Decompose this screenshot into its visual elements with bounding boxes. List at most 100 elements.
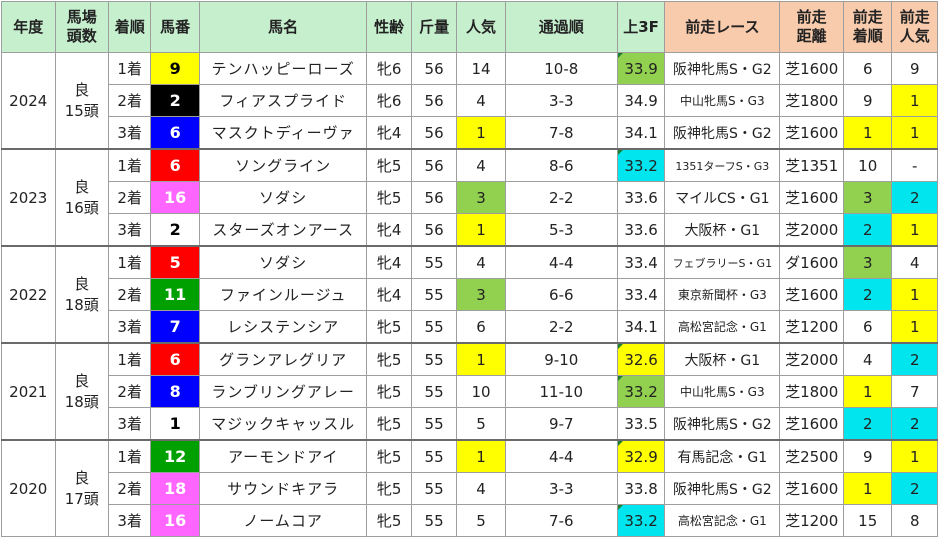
header-row: 年度 馬場 頭数 着順 馬番 馬名 性齢 斤量 人気 通過順 上3F 前走レース … (1, 1, 938, 53)
track-condition: 良 (74, 177, 90, 196)
horse-number-badge: 16 (150, 181, 200, 214)
horse-name: マスクトディーヴァ (198, 116, 368, 150)
horse-name: テンハッピーローズ (198, 52, 368, 85)
previous-distance: 芝1200 (779, 504, 844, 537)
previous-popularity: 4 (891, 245, 938, 279)
horse-number-badge: 2 (150, 84, 200, 117)
passing-order: 7-8 (504, 116, 618, 150)
finish-rank: 2着 (107, 472, 152, 505)
sex-age: 牝5 (366, 439, 412, 473)
header-rank: 着順 (107, 1, 152, 53)
previous-distance: 芝1600 (779, 278, 844, 311)
condition-cell: 良 18頭 (54, 245, 109, 344)
finish-rank: 3着 (107, 407, 152, 441)
header-passing: 通過順 (504, 1, 618, 53)
previous-popularity: 1 (891, 439, 938, 473)
last-3f-time: 33.6 (616, 181, 666, 214)
popularity: 1 (456, 342, 506, 376)
passing-order: 9-7 (504, 407, 618, 441)
previous-race: 大阪杯・G1 (664, 342, 781, 376)
carried-weight: 55 (410, 310, 458, 344)
sex-age: 牝6 (366, 84, 412, 117)
previous-rank: 15 (842, 504, 893, 537)
previous-distance: 芝1600 (779, 472, 844, 505)
finish-rank: 1着 (107, 342, 152, 376)
passing-order: 6-6 (504, 278, 618, 311)
condition-cell: 良 16頭 (54, 148, 109, 247)
last-3f-time: 34.1 (616, 116, 666, 150)
last-3f-time: 33.4 (616, 245, 666, 279)
previous-distance: 芝1800 (779, 84, 844, 117)
finish-rank: 3着 (107, 116, 152, 150)
header-prev-popularity: 前走 人気 (891, 1, 938, 53)
header-sexage: 性齢 (366, 1, 412, 53)
horse-number-badge: 5 (150, 245, 200, 279)
header-year: 年度 (1, 1, 56, 53)
previous-popularity: 1 (891, 278, 938, 311)
last-3f-time: 33.2 (616, 504, 666, 537)
header-weight: 斤量 (410, 1, 458, 53)
finish-rank: 1着 (107, 245, 152, 279)
last-3f-time: 33.8 (616, 472, 666, 505)
sex-age: 牝5 (366, 375, 412, 408)
table-row: 2着 8 ランブリングアレー 牝5 55 10 11-10 33.2 中山牝馬S・G3 芝1800… (2, 375, 938, 408)
popularity: 1 (456, 116, 506, 150)
horse-number-badge: 6 (150, 116, 200, 150)
previous-rank: 1 (842, 116, 893, 150)
finish-rank: 1着 (107, 148, 152, 182)
condition-cell: 良 15頭 (54, 52, 109, 150)
header-prev-rank: 前走 着順 (842, 1, 893, 53)
track-condition: 良 (74, 274, 90, 293)
popularity: 14 (456, 52, 506, 85)
sex-age: 牝5 (366, 472, 412, 505)
table-row: 2021 良 18頭 1着 6 グランアレグリア 牝5 55 1 9-10 32.6 大阪杯・G1 芝2… (1, 342, 938, 441)
track-condition: 良 (74, 468, 90, 487)
sex-age: 牝4 (366, 213, 412, 247)
table-row: 3着 7 レシステンシア 牝5 55 6 2-2 34.1 高松宮記念・G1 芝1200 6 1 (2, 310, 938, 344)
finish-rank: 2着 (107, 375, 152, 408)
field-size: 17頭 (64, 489, 99, 508)
popularity: 1 (456, 439, 506, 473)
previous-popularity: 1 (891, 116, 938, 150)
previous-rank: 2 (842, 407, 893, 441)
previous-rank: 6 (842, 310, 893, 344)
carried-weight: 55 (410, 472, 458, 505)
header-condition: 馬場 頭数 (54, 1, 109, 53)
popularity: 10 (456, 375, 506, 408)
sex-age: 牝6 (366, 52, 412, 85)
last-3f-time: 33.5 (616, 407, 666, 441)
carried-weight: 56 (410, 116, 458, 150)
field-size: 16頭 (64, 198, 99, 217)
finish-rank: 1着 (107, 439, 152, 473)
condition-cell: 良 17頭 (54, 439, 109, 537)
carried-weight: 55 (410, 504, 458, 537)
previous-popularity: 2 (891, 181, 938, 214)
previous-distance: ダ1600 (779, 245, 844, 279)
horse-name: ファインルージュ (198, 278, 368, 311)
popularity: 6 (456, 310, 506, 344)
finish-rank: 3着 (107, 310, 152, 344)
header-horse: 馬名 (198, 1, 368, 53)
previous-rank: 9 (842, 84, 893, 117)
horse-number-badge: 18 (150, 472, 200, 505)
sex-age: 牝5 (366, 310, 412, 344)
previous-rank: 10 (842, 148, 893, 182)
passing-order: 10-8 (504, 52, 618, 85)
previous-popularity: 1 (891, 213, 938, 247)
passing-order: 5-3 (504, 213, 618, 247)
previous-distance: 芝2500 (779, 439, 844, 473)
previous-race: 中山牝馬S・G3 (664, 375, 781, 408)
year-cell: 2020 (1, 439, 56, 537)
field-size: 18頭 (64, 295, 99, 314)
finish-rank: 3着 (107, 504, 152, 537)
carried-weight: 56 (410, 148, 458, 182)
horse-name: レシステンシア (198, 310, 368, 344)
horse-number-badge: 1 (150, 407, 200, 441)
field-size: 18頭 (64, 392, 99, 411)
popularity: 5 (456, 504, 506, 537)
previous-rank: 6 (842, 52, 893, 85)
passing-order: 11-10 (504, 375, 618, 408)
previous-popularity: 1 (891, 310, 938, 344)
last-3f-time: 34.1 (616, 310, 666, 344)
carried-weight: 55 (410, 439, 458, 473)
